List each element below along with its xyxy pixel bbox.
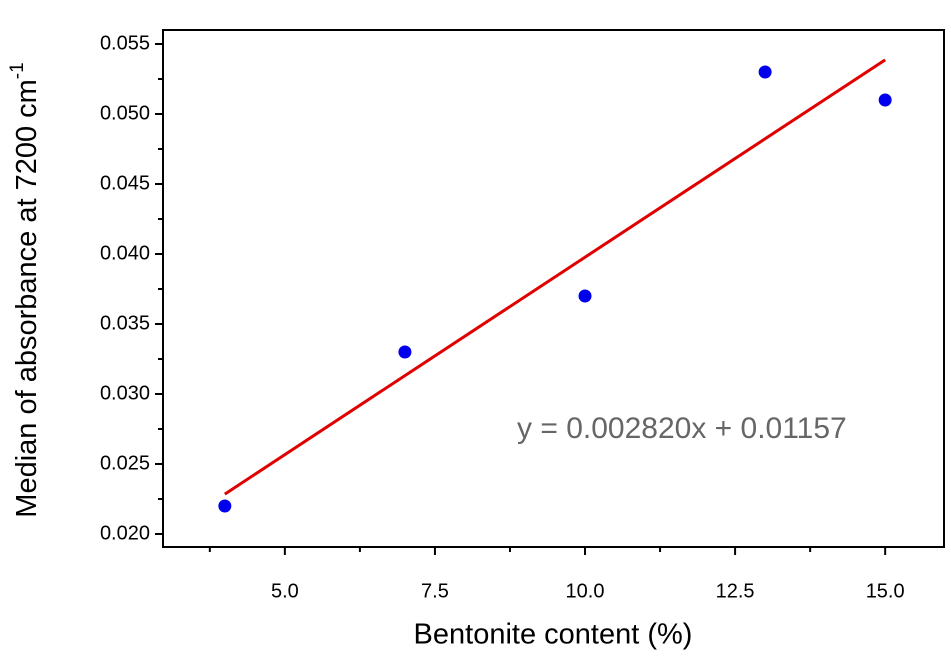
data-point <box>218 499 232 513</box>
data-point <box>398 345 412 359</box>
x-tick-label: 15.0 <box>866 580 905 602</box>
y-tick-label: 0.050 <box>100 102 150 124</box>
fit-line <box>224 58 886 496</box>
data-point <box>878 93 892 107</box>
y-label-sup: -1 <box>7 62 28 79</box>
plot-frame <box>162 29 945 548</box>
data-point <box>578 289 592 303</box>
y-axis-label: Median of absorbance at 7200 cm-1 <box>7 62 43 517</box>
x-axis-label: Bentonite content (%) <box>414 619 693 651</box>
x-tick-label: 12.5 <box>716 580 755 602</box>
x-tick-label: 10.0 <box>566 580 605 602</box>
y-tick-label: 0.020 <box>100 522 150 544</box>
x-tick-label: 5.0 <box>271 580 299 602</box>
data-point <box>758 65 772 79</box>
y-tick-label: 0.025 <box>100 452 150 474</box>
y-tick-label: 0.055 <box>100 32 150 54</box>
y-tick-label: 0.035 <box>100 312 150 334</box>
y-tick-label: 0.030 <box>100 382 150 404</box>
y-tick-label: 0.045 <box>100 172 150 194</box>
fit-equation: y = 0.002820x + 0.01157 <box>517 412 847 445</box>
y-label-main: Median of absorbance at 7200 cm <box>11 79 43 518</box>
x-tick-label: 7.5 <box>421 580 449 602</box>
y-tick-label: 0.040 <box>100 242 150 264</box>
